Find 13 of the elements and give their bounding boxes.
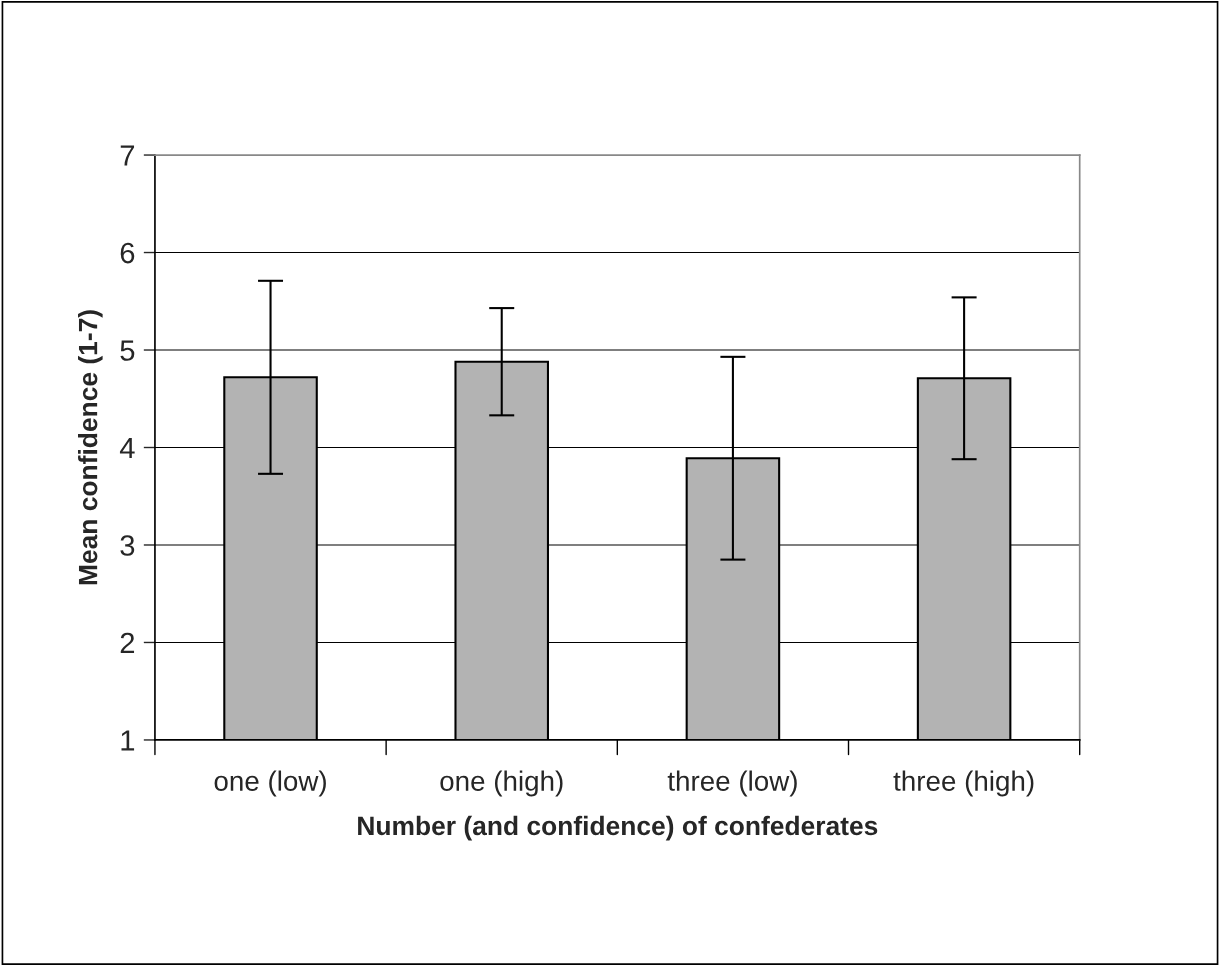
y-axis-title: Mean confidence (1-7)	[78, 310, 103, 585]
x-tick-label: one (low)	[214, 770, 326, 797]
y-tick-label: 1	[121, 730, 135, 751]
y-tick-label: 3	[120, 535, 135, 556]
y-tick-label: 2	[120, 632, 135, 654]
x-tick-label: one (high)	[440, 770, 563, 797]
y-tick-label: 7	[120, 145, 135, 166]
x-tick-label: three (high)	[893, 770, 1034, 797]
y-tick-label: 5	[120, 340, 135, 361]
y-tick-label: 4	[119, 438, 135, 459]
y-tick-label: 6	[120, 242, 135, 264]
x-tick-label: three (low)	[667, 770, 797, 797]
x-axis-title: Number (and confidence) of confederates	[358, 815, 878, 841]
